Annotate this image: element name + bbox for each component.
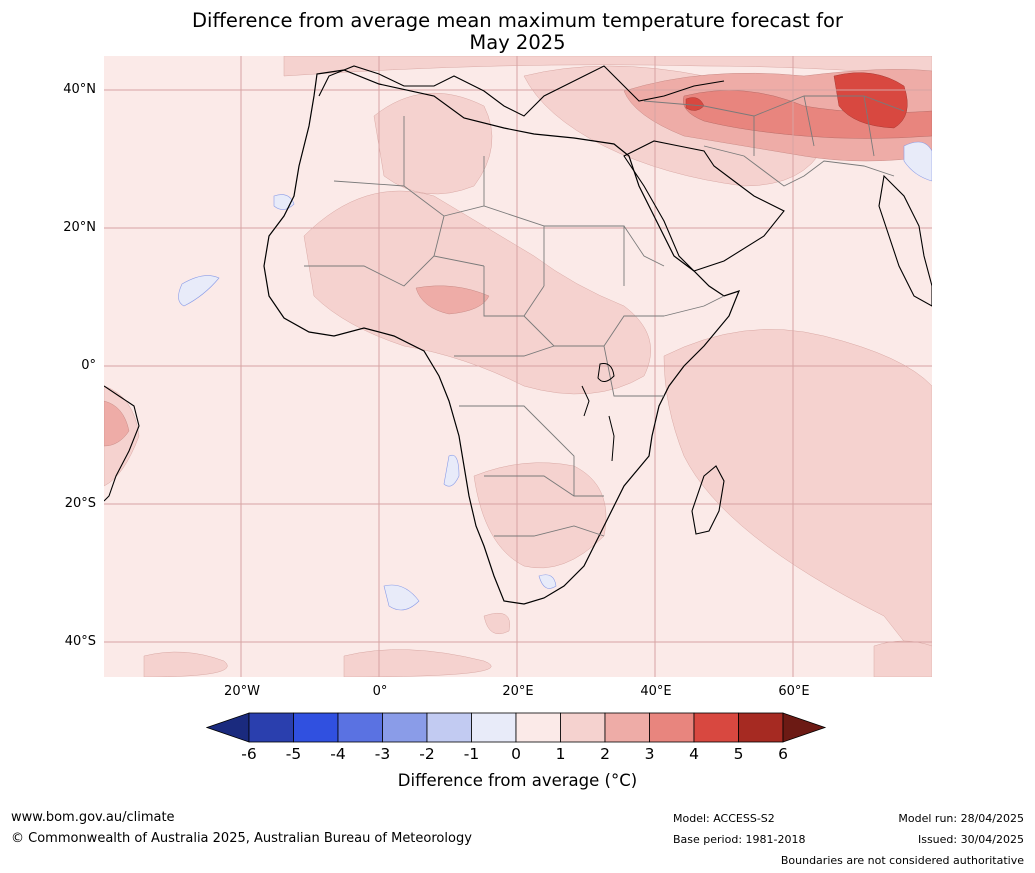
colorbar	[206, 712, 827, 743]
colorbar-tick-label: -5	[285, 745, 302, 763]
colorbar-tick-label: -3	[374, 745, 391, 763]
lon-label-20w: 20°W	[224, 684, 260, 699]
footer-issued: Issued: 30/04/2025	[917, 833, 1024, 846]
colorbar-cell	[426, 712, 472, 743]
graticule	[104, 56, 932, 677]
arabia-coastline	[623, 140, 785, 272]
colorbar-tick-label: 2	[600, 745, 610, 763]
title-line-1: Difference from average mean maximum tem…	[192, 9, 843, 32]
lon-label-0: 0°	[372, 684, 388, 699]
colorbar-extend-low	[206, 712, 250, 743]
colorbar-cell	[248, 712, 294, 743]
colorbar-cell	[604, 712, 650, 743]
colorbar-tick-label: -1	[463, 745, 480, 763]
colorbar-tick-label: -2	[419, 745, 435, 763]
colorbar-cell	[738, 712, 784, 743]
title-line-2: May 2025	[469, 31, 566, 54]
lat-label-40n: 40°N	[63, 82, 96, 97]
colorbar-tick-label: 3	[644, 745, 655, 763]
footer-disclaimer: Boundaries are not considered authoritat…	[780, 854, 1024, 867]
lat-label-0: 0°	[81, 358, 96, 373]
forecast-map	[104, 56, 932, 677]
lakes	[581, 363, 615, 462]
colorbar-cell	[337, 712, 383, 743]
map-svg	[104, 56, 932, 677]
colorbar-extend-high	[782, 712, 827, 743]
colorbar-cell	[382, 712, 428, 743]
colorbar-cell	[649, 712, 695, 743]
footer-model: Model: ACCESS-S2	[673, 812, 775, 825]
lon-label-60e: 60°E	[778, 684, 810, 699]
lat-label-20n: 20°N	[63, 220, 96, 235]
colorbar-cell	[693, 712, 739, 743]
colorbar-tick-label: 4	[689, 745, 699, 763]
footer-model-run: Model run: 28/04/2025	[898, 812, 1024, 825]
africa-coastline	[263, 69, 741, 605]
colorbar-tick-label: -6	[241, 745, 257, 763]
colorbar-tick-label: 6	[778, 745, 788, 763]
lon-label-40e: 40°E	[640, 684, 672, 699]
madagascar-coastline	[691, 465, 725, 535]
footer-url[interactable]: www.bom.gov.au/climate	[11, 810, 175, 825]
lat-label-20s: 20°S	[64, 496, 96, 511]
colorbar-cell	[515, 712, 561, 743]
map-title: Difference from average mean maximum tem…	[0, 10, 1035, 54]
south-america-coastline	[104, 385, 140, 502]
colorbar-label: Difference from average (°C)	[397, 771, 638, 790]
lon-label-20e: 20°E	[502, 684, 534, 699]
anomaly-4-5-regions	[685, 72, 908, 129]
colorbar-tick-label: 1	[555, 745, 566, 763]
lat-label-40s: 40°S	[64, 634, 96, 649]
india-coastline	[878, 174, 932, 307]
colorbar-cell	[560, 712, 606, 743]
country-borders	[304, 95, 905, 537]
footer-base-period: Base period: 1981-2018	[673, 833, 806, 846]
colorbar-tick-label: 0	[511, 745, 521, 763]
footer-copyright: © Commonwealth of Australia 2025, Austra…	[11, 831, 472, 846]
colorbar-cell	[293, 712, 339, 743]
colorbar-cell	[471, 712, 517, 743]
colorbar-tick-label: -4	[330, 745, 346, 763]
colorbar-cells	[206, 712, 827, 743]
europe-coastline	[318, 65, 725, 117]
colorbar-tick-label: 5	[733, 745, 744, 763]
anomaly-cool-regions	[178, 141, 932, 611]
